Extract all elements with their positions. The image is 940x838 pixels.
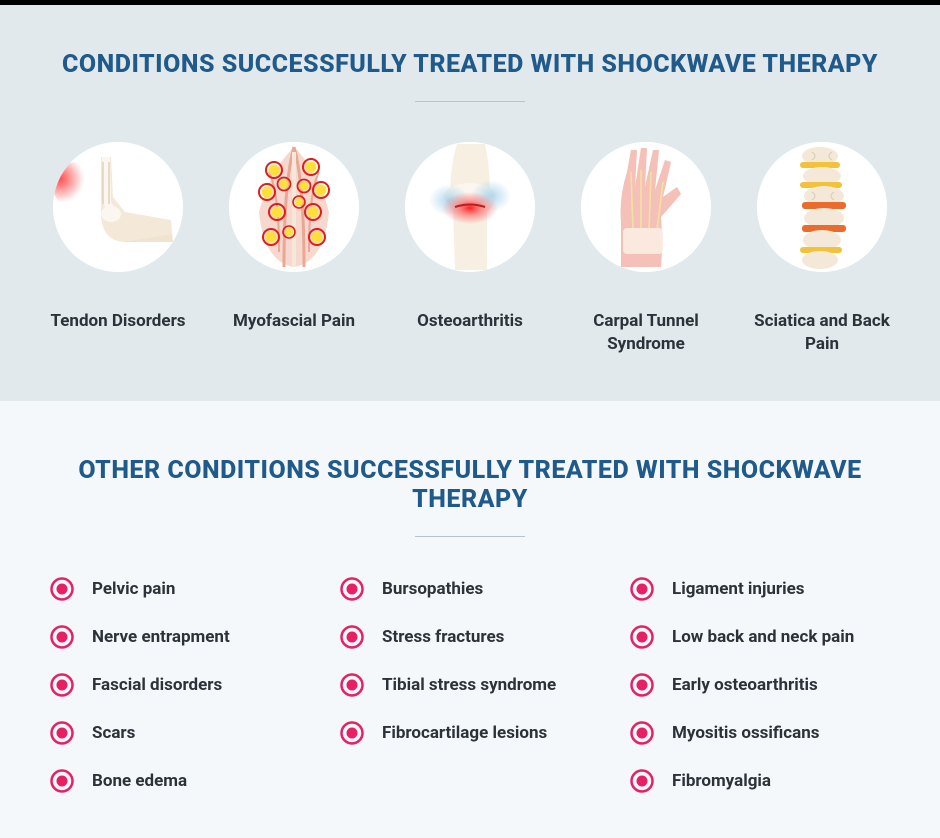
list-item-label: Tibial stress syndrome — [382, 675, 556, 695]
condition-osteoarthritis: Osteoarthritis — [392, 142, 548, 356]
list-item-label: Scars — [92, 723, 135, 743]
other-conditions-section: Other Conditions Successfully Treated wi… — [0, 401, 940, 838]
list-item-label: Pelvic pain — [92, 579, 175, 599]
divider — [415, 536, 525, 537]
list-item-label: Fibrocartilage lesions — [382, 723, 547, 743]
condition-tendon-disorders: Tendon Disorders — [40, 142, 196, 356]
bullet-icon — [340, 721, 364, 745]
list-item-label: Early osteoarthritis — [672, 675, 818, 695]
bullet-icon — [50, 673, 74, 697]
condition-label: Sciatica and Back Pain — [747, 310, 897, 356]
bullet-icon — [50, 769, 74, 793]
list-item: Pelvic pain — [50, 577, 310, 601]
list-item-label: Stress fractures — [382, 627, 504, 647]
condition-carpal-tunnel: Carpal Tunnel Syndrome — [568, 142, 724, 356]
list-item-label: Nerve entrapment — [92, 627, 230, 647]
list-column-2: Bursopathies Stress fractures Tibial str… — [340, 577, 600, 793]
bullet-icon — [630, 577, 654, 601]
list-item-label: Ligament injuries — [672, 579, 805, 599]
condition-label: Osteoarthritis — [417, 310, 523, 333]
bullet-icon — [50, 577, 74, 601]
list-item: Fibromyalgia — [630, 769, 890, 793]
list-column-3: Ligament injuries Low back and neck pain… — [630, 577, 890, 793]
bullet-icon — [630, 673, 654, 697]
condition-sciatica: Sciatica and Back Pain — [744, 142, 900, 356]
list-item-label: Fibromyalgia — [672, 771, 771, 791]
list-item: Scars — [50, 721, 310, 745]
list-item-label: Bone edema — [92, 771, 187, 791]
list-item: Bone edema — [50, 769, 310, 793]
main-conditions-section: Conditions Successfully Treated with Sho… — [0, 5, 940, 401]
list-item: Myositis ossificans — [630, 721, 890, 745]
conditions-list: Pelvic pain Nerve entrapment Fascial dis… — [50, 577, 890, 793]
bullet-icon — [340, 625, 364, 649]
list-item-label: Myositis ossificans — [672, 723, 820, 743]
bullet-icon — [50, 625, 74, 649]
ankle-icon — [53, 142, 183, 272]
list-item: Bursopathies — [340, 577, 600, 601]
list-item-label: Bursopathies — [382, 579, 483, 599]
list-item: Tibial stress syndrome — [340, 673, 600, 697]
hand-icon — [581, 142, 711, 272]
list-item-label: Fascial disorders — [92, 675, 222, 695]
main-heading: Conditions Successfully Treated with Sho… — [40, 50, 900, 79]
spine-icon — [757, 142, 887, 272]
bullet-icon — [630, 721, 654, 745]
condition-label: Tendon Disorders — [50, 310, 185, 333]
divider — [415, 101, 525, 102]
list-item: Stress fractures — [340, 625, 600, 649]
list-item: Early osteoarthritis — [630, 673, 890, 697]
bullet-icon — [630, 625, 654, 649]
list-item: Fascial disorders — [50, 673, 310, 697]
list-item-label: Low back and neck pain — [672, 627, 854, 647]
condition-myofascial-pain: Myofascial Pain — [216, 142, 372, 356]
list-item: Ligament injuries — [630, 577, 890, 601]
back-muscles-icon — [229, 142, 359, 272]
bullet-icon — [50, 721, 74, 745]
list-item: Low back and neck pain — [630, 625, 890, 649]
bullet-icon — [340, 673, 364, 697]
list-item: Fibrocartilage lesions — [340, 721, 600, 745]
knee-icon — [405, 142, 535, 272]
condition-label: Myofascial Pain — [233, 310, 355, 333]
other-heading: Other Conditions Successfully Treated wi… — [50, 456, 890, 514]
bullet-icon — [340, 577, 364, 601]
list-item: Nerve entrapment — [50, 625, 310, 649]
condition-label: Carpal Tunnel Syndrome — [571, 310, 721, 356]
list-column-1: Pelvic pain Nerve entrapment Fascial dis… — [50, 577, 310, 793]
bullet-icon — [630, 769, 654, 793]
conditions-row: Tendon Disorders — [40, 142, 900, 356]
